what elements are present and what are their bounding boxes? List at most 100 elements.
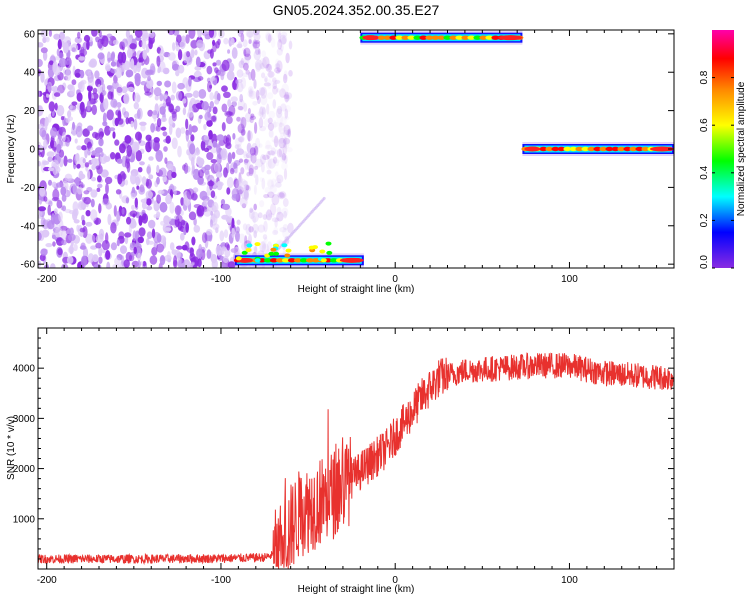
noise-speck	[112, 39, 119, 45]
noise-speck	[77, 81, 83, 90]
noise-speck	[180, 127, 186, 134]
noise-speck	[253, 246, 257, 253]
noise-speck	[283, 73, 288, 84]
noise-speck	[180, 232, 185, 241]
noise-speck	[61, 194, 67, 202]
noise-speck	[42, 50, 48, 61]
band-cell	[270, 247, 277, 252]
noise-speck	[204, 111, 212, 122]
noise-speck	[102, 198, 110, 206]
colorbar-label: Normalized spectral amplitude	[736, 81, 747, 216]
noise-speck	[252, 101, 258, 106]
noise-speck	[110, 152, 116, 160]
noise-speck	[91, 104, 98, 116]
noise-speck	[282, 137, 290, 150]
noise-speck	[175, 69, 180, 77]
noise-speck	[286, 129, 291, 138]
noise-speck	[126, 144, 132, 157]
noise-speck	[258, 87, 266, 96]
noise-speck	[171, 81, 177, 94]
noise-speck	[214, 99, 220, 105]
noise-speck	[185, 34, 190, 44]
noise-speck	[287, 128, 291, 138]
noise-speck	[267, 213, 275, 218]
noise-speck	[280, 116, 287, 126]
noise-speck	[249, 115, 256, 121]
colorbar-ticks: 0.0 0.2 0.4 0.6 0.8	[699, 70, 734, 269]
noise-speck	[203, 123, 207, 131]
noise-speck	[231, 188, 240, 199]
noise-speck	[212, 223, 220, 230]
band-cell	[473, 35, 482, 40]
noise-speck	[261, 107, 266, 120]
noise-speck	[273, 156, 278, 164]
noise-speck	[248, 208, 255, 220]
band-cell	[299, 258, 308, 263]
noise-speck	[282, 143, 288, 156]
noise-speck	[171, 137, 178, 150]
noise-speck	[93, 263, 102, 268]
noise-speck	[235, 79, 239, 84]
x-tick-label: -100	[211, 575, 231, 586]
noise-speck	[95, 147, 103, 154]
noise-speck	[117, 110, 122, 122]
noise-speck	[252, 30, 260, 36]
noise-speck	[116, 158, 123, 164]
noise-speck	[69, 183, 77, 194]
noise-speck	[98, 138, 104, 147]
noise-speck	[65, 117, 71, 124]
band-cell	[563, 146, 572, 152]
noise-speck	[215, 59, 222, 66]
noise-speck	[177, 64, 185, 74]
noise-speck	[94, 152, 101, 157]
noise-speck	[234, 144, 240, 150]
noise-speck	[283, 137, 291, 145]
noise-speck	[261, 243, 270, 254]
band-cell	[557, 146, 566, 152]
noise-speck	[125, 197, 130, 204]
noise-speck	[185, 118, 189, 130]
noise-speck	[104, 176, 113, 185]
noise-speck	[201, 31, 210, 36]
noise-speck	[63, 155, 68, 167]
snr-panel: -200 -100 0 100 4000 3000 2000 1000 Height of s…	[6, 327, 675, 595]
noise-speck	[44, 121, 48, 131]
noise-speck	[177, 145, 182, 158]
noise-speck	[130, 192, 136, 199]
noise-speck	[171, 249, 178, 255]
noise-speck	[244, 185, 252, 192]
noise-speck	[283, 116, 290, 121]
band-cell	[263, 258, 272, 263]
noise-speck	[237, 176, 242, 185]
noise-speck	[238, 172, 242, 183]
noise-speck	[180, 210, 184, 216]
noise-speck	[185, 222, 189, 233]
noise-speck	[210, 115, 217, 122]
noise-speck	[106, 109, 114, 121]
noise-speck	[127, 86, 135, 92]
noise-speck	[48, 30, 52, 37]
noise-speck	[275, 171, 279, 179]
noise-speck	[212, 106, 218, 115]
noise-speck	[123, 259, 130, 268]
noise-speck	[224, 141, 228, 148]
noise-speck	[75, 125, 83, 138]
noise-speck	[238, 135, 245, 143]
noise-speck	[177, 82, 185, 90]
noise-speck	[45, 243, 53, 248]
band-cell	[325, 241, 332, 246]
noise-speck	[159, 93, 164, 102]
noise-speck	[67, 233, 76, 242]
noise-speck	[69, 244, 74, 255]
noise-speck	[285, 52, 290, 64]
noise-speck	[51, 197, 60, 202]
noise-speck	[243, 47, 251, 58]
band-peak	[339, 257, 364, 263]
noise-speck	[261, 50, 267, 58]
noise-speck	[121, 208, 125, 215]
noise-speck	[149, 255, 158, 265]
noise-speck	[146, 198, 152, 206]
noise-speck	[48, 179, 52, 186]
x-tick-label: 0	[392, 575, 398, 586]
noise-speck	[266, 169, 272, 175]
